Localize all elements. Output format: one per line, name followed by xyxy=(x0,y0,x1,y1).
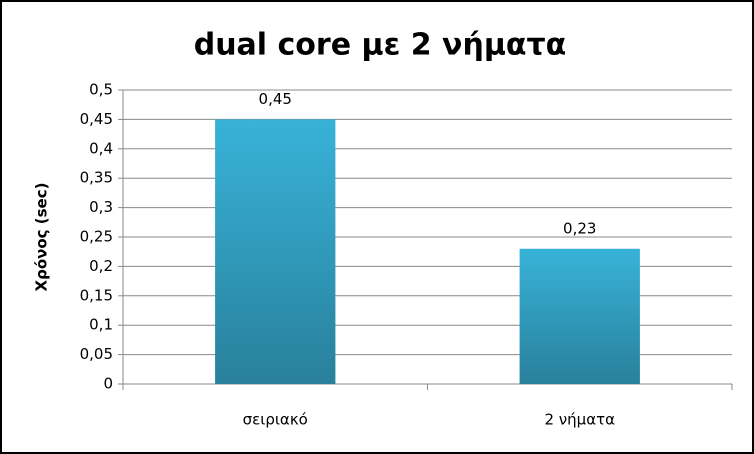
y-tick-label: 0 xyxy=(103,375,113,393)
y-tick-label: 0,5 xyxy=(89,81,113,99)
y-tick-label: 0,15 xyxy=(80,286,113,304)
value-label: 0,45 xyxy=(259,90,292,108)
y-tick-label: 0,4 xyxy=(89,139,113,157)
y-tick-label: 0,2 xyxy=(89,257,113,275)
y-tick-label: 0,45 xyxy=(80,110,113,128)
y-tick-label: 0,05 xyxy=(80,345,113,363)
y-tick-label: 0,1 xyxy=(89,316,113,334)
y-tick-label: 0,35 xyxy=(80,169,113,187)
x-tick-label: 2 νήματα xyxy=(544,411,615,429)
x-tick-label: σειριακό xyxy=(243,411,308,429)
y-tick-label: 0,25 xyxy=(80,228,113,246)
chart-title: dual core με 2 νήματα xyxy=(194,28,567,63)
bar-shade xyxy=(519,248,640,384)
y-axis-label: Χρόνος (sec) xyxy=(33,183,51,292)
value-label: 0,23 xyxy=(563,219,596,237)
y-tick-label: 0,3 xyxy=(89,198,113,216)
bar-shade xyxy=(215,119,336,385)
